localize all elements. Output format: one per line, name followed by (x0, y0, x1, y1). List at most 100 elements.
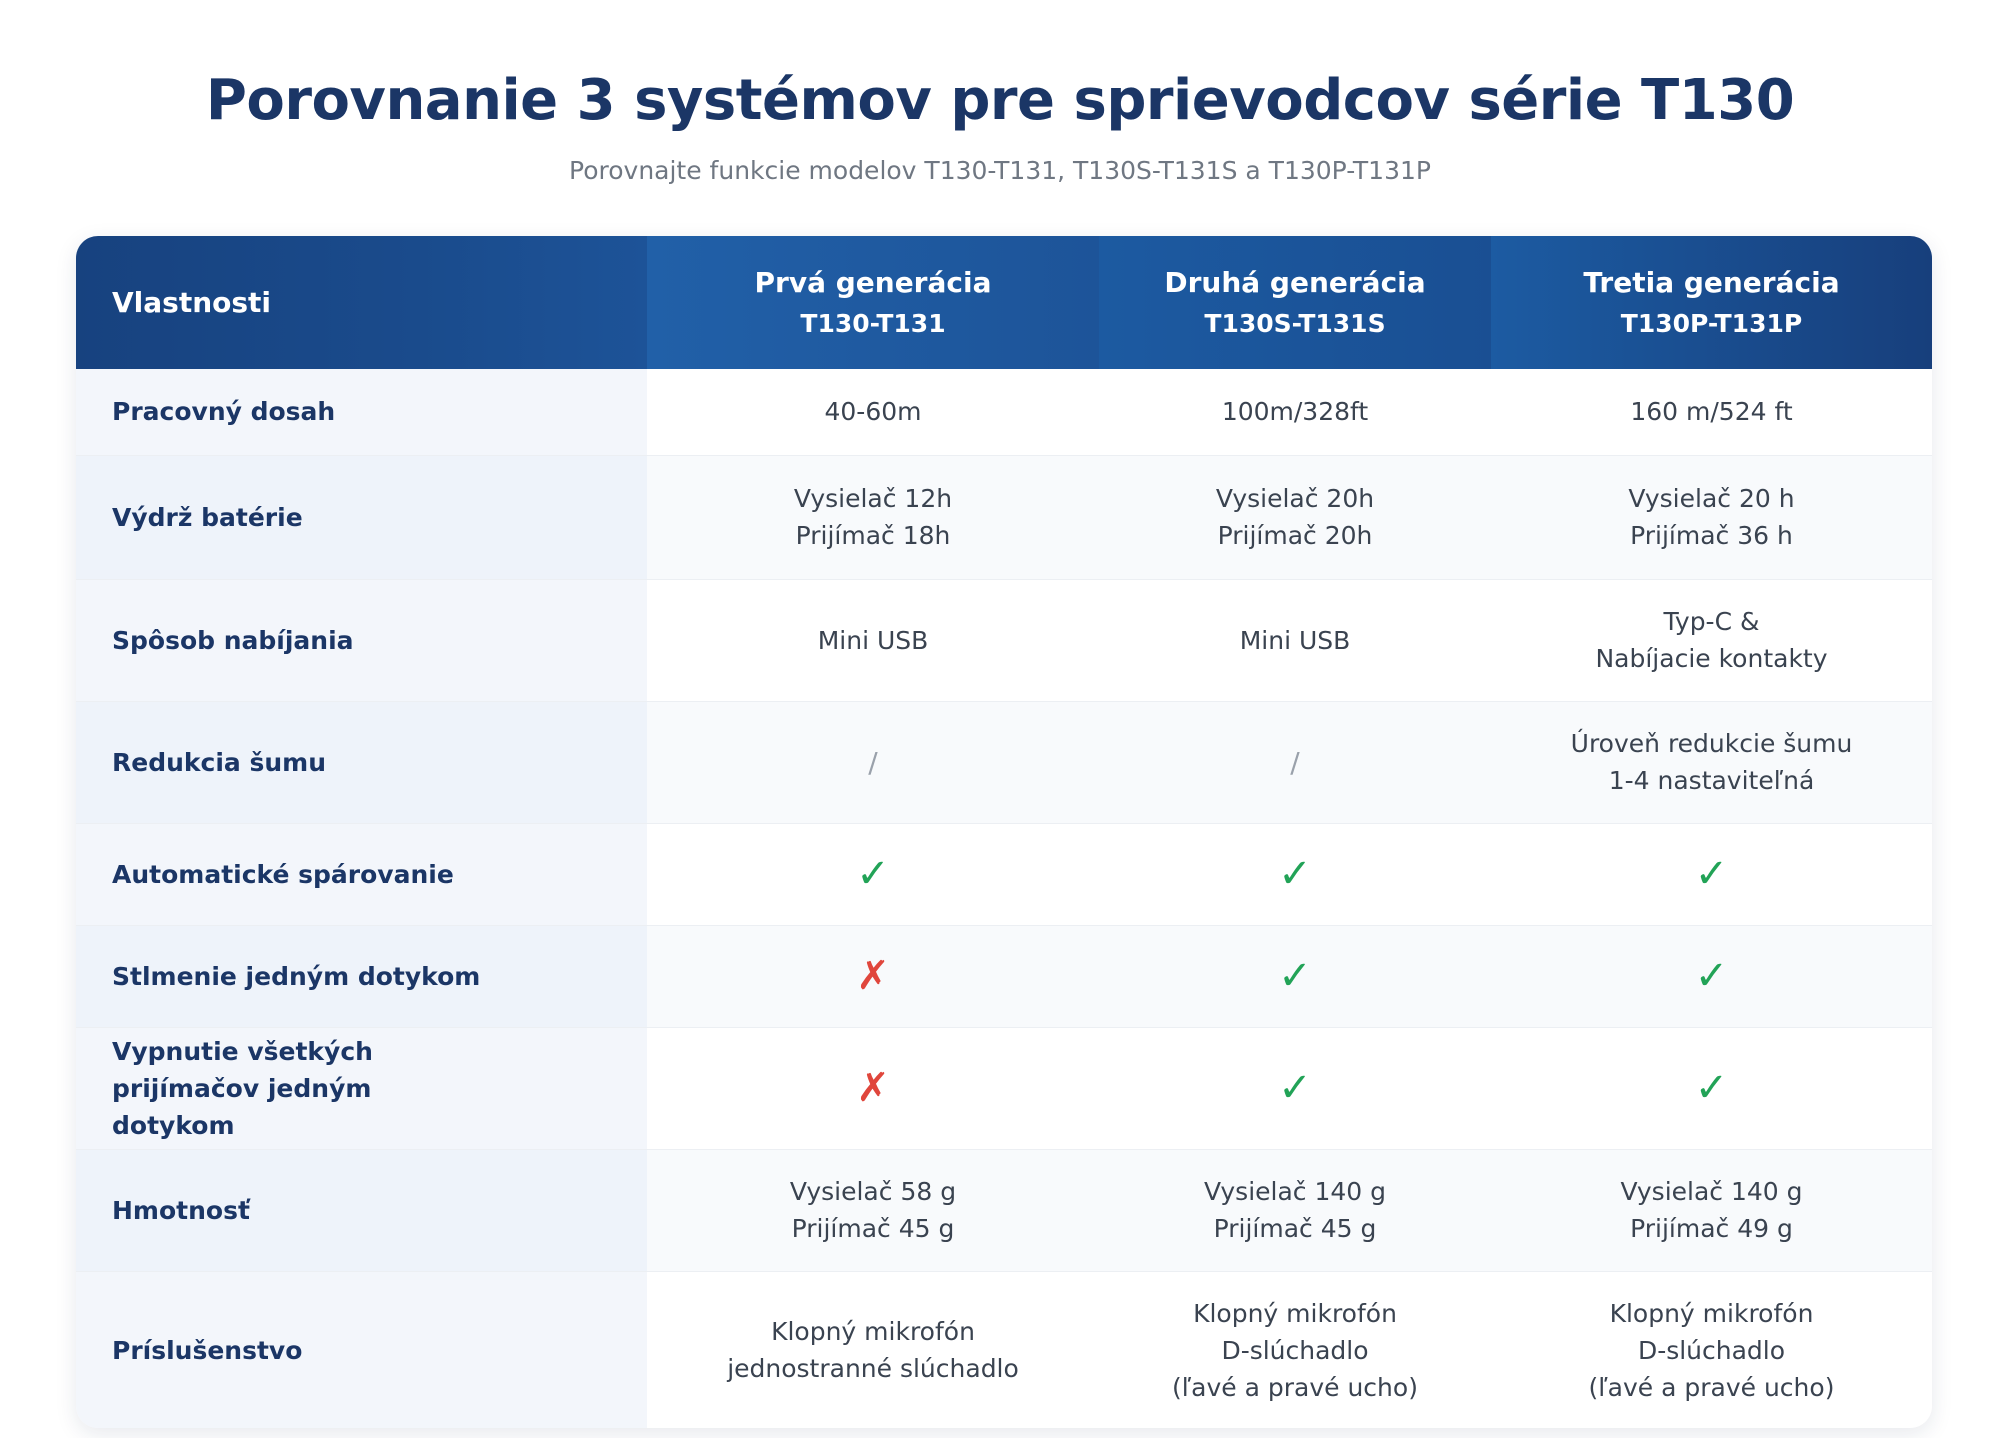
value-cell: 40-60m (647, 369, 1099, 456)
value-text: D-slúchadlo (1637, 1335, 1786, 1365)
header-feature-label: Vlastnosti (76, 236, 647, 369)
comparison-table-card: Vlastnosti Prvá generácia T130-T131 Druh… (76, 236, 1932, 1428)
value-cell: ✓ (1491, 925, 1932, 1028)
value-cell: ✓ (1099, 925, 1491, 1028)
value-text: Vysielač 20h (1215, 484, 1375, 513)
value-text: Vysielač 140 g (1620, 1177, 1803, 1206)
not-available-mark: / (1290, 745, 1300, 779)
value-text: Mini USB (1239, 625, 1351, 655)
value-cell: Vysielač 58 g Prijímač 45 g (647, 1149, 1099, 1272)
check-icon: ✓ (1278, 851, 1312, 897)
value-text: Nabíjacie kontakty (1595, 644, 1828, 673)
header-gen-1: Prvá generácia T130-T131 (647, 236, 1099, 369)
table-row: Redukcia šumu / / Úroveň redukcie šumu 1-4 n… (76, 701, 1932, 824)
table-row: Príslušenstvo Klopný mikrofón jednostranné… (76, 1271, 1932, 1428)
value-cell: Vysielač 20h Prijímač 20h (1099, 455, 1491, 580)
value-cell: ✓ (1491, 1027, 1932, 1150)
value-text: Klopný mikrofón (1609, 1298, 1814, 1328)
value-text: Vysielač 12h (793, 484, 953, 513)
check-icon: ✓ (856, 851, 890, 897)
table-row: Spôsob nabíjania Mini USB Mini USB Typ-C & N… (76, 579, 1932, 702)
value-cell: Klopný mikrofón D-slúchadlo (ľavé a pravé … (1491, 1271, 1932, 1428)
feature-label: Vypnutie všetkých prijímačov jedným doty… (76, 1027, 647, 1150)
value-cell: Mini USB (647, 579, 1099, 702)
feature-label: Príslušenstvo (76, 1271, 647, 1428)
feature-label: Výdrž batérie (76, 455, 647, 580)
cross-icon: ✗ (856, 1065, 890, 1111)
feature-label: Hmotnosť (76, 1149, 647, 1272)
value-cell: Vysielač 20 h Prijímač 36 h (1491, 455, 1932, 580)
table-row: Pracovný dosah 40-60m 100m/328ft 160 m/524 … (76, 369, 1932, 456)
value-text: Klopný mikrofón (1193, 1298, 1397, 1328)
table-body: Pracovný dosah 40-60m 100m/328ft 160 m/524 … (76, 369, 1932, 1428)
comparison-table: Vlastnosti Prvá generácia T130-T131 Druh… (76, 236, 1932, 1428)
header-generation-label: Tretia generácia (1583, 265, 1840, 299)
value-text: 40-60m (824, 397, 922, 427)
header-generation-label: Prvá generácia (754, 265, 992, 299)
table-row: Vypnutie všetkých prijímačov jedným doty… (76, 1027, 1932, 1150)
feature-label: Redukcia šumu (76, 701, 647, 824)
value-cell: Vysielač 12h Prijímač 18h (647, 455, 1099, 580)
feature-label: Automatické spárovanie (76, 823, 647, 926)
value-cell: Vysielač 140 g Prijímač 45 g (1099, 1149, 1491, 1272)
value-text: 160 m/524 ft (1630, 397, 1793, 427)
table-row: Výdrž batérie Vysielač 12h Prijímač 18h Vys… (76, 455, 1932, 580)
value-text: Prijímač 36 h (1630, 521, 1793, 550)
header-gen-3: Tretia generácia T130P-T131P (1491, 236, 1932, 369)
table-row: Stlmenie jedným dotykom ✗ ✓ ✓ (76, 925, 1932, 1028)
value-text: Prijímač 18h (795, 521, 951, 550)
value-cell: 160 m/524 ft (1491, 369, 1932, 456)
table-row: Hmotnosť Vysielač 58 g Prijímač 45 g Vysiel… (76, 1149, 1932, 1272)
value-text: Mini USB (817, 625, 929, 655)
value-cell: ✗ (647, 925, 1099, 1028)
check-icon: ✓ (1278, 953, 1312, 999)
page-title: Porovnanie 3 systémov pre sprievodcov sé… (205, 68, 1795, 133)
table-row: Automatické spárovanie ✓ ✓ ✓ (76, 823, 1932, 926)
check-icon: ✓ (1694, 1065, 1729, 1111)
value-cell: ✗ (647, 1027, 1099, 1150)
value-text: 1-4 nastaviteľná (1608, 766, 1815, 795)
feature-label: Stlmenie jedným dotykom (76, 925, 647, 1028)
value-cell: ✓ (1099, 1027, 1491, 1150)
value-text: D-slúchadlo (1221, 1335, 1369, 1365)
header-model-label: T130S-T131S (1204, 308, 1386, 338)
value-cell: 100m/328ft (1099, 369, 1491, 456)
table-header-row: Vlastnosti Prvá generácia T130-T131 Druh… (76, 236, 1932, 369)
not-available-mark: / (868, 745, 878, 779)
feature-label: Pracovný dosah (76, 369, 647, 456)
value-cell: Mini USB (1099, 579, 1491, 702)
value-text: Prijímač 20h (1217, 521, 1373, 550)
value-text: Klopný mikrofón (771, 1317, 975, 1346)
value-cell: ✓ (1491, 823, 1932, 926)
value-text: Prijímač 45 g (1213, 1214, 1377, 1243)
value-cell: Klopný mikrofón jednostranné slúchadlo (647, 1271, 1099, 1428)
page-subtitle: Porovnajte funkcie modelov T130-T131, T1… (569, 156, 1431, 185)
header-model-label: T130P-T131P (1620, 308, 1803, 338)
check-icon: ✓ (1278, 1065, 1312, 1111)
check-icon: ✓ (1694, 851, 1729, 897)
header-generation-label: Druhá generácia (1164, 265, 1426, 299)
value-cell: / (647, 701, 1099, 824)
value-cell: Vysielač 140 g Prijímač 49 g (1491, 1149, 1932, 1272)
value-cell: Úroveň redukcie šumu 1-4 nastaviteľná (1491, 701, 1932, 824)
cross-icon: ✗ (856, 953, 890, 999)
value-text: Vysielač 58 g (789, 1177, 957, 1206)
value-text: Typ-C & (1663, 607, 1760, 636)
value-text: Vysielač 140 g (1203, 1177, 1387, 1206)
value-cell: / (1099, 701, 1491, 824)
value-cell: Typ-C & Nabíjacie kontakty (1491, 579, 1932, 702)
value-text: Prijímač 49 g (1630, 1214, 1793, 1243)
header-model-label: T130-T131 (800, 308, 946, 338)
value-text: Prijímač 45 g (791, 1214, 955, 1243)
value-text: Vysielač 20 h (1628, 484, 1795, 513)
header-gen-2: Druhá generácia T130S-T131S (1099, 236, 1491, 369)
value-text: Úroveň redukcie šumu (1570, 729, 1853, 758)
check-icon: ✓ (1694, 953, 1729, 999)
value-text: (ľavé a pravé ucho) (1172, 1372, 1418, 1402)
value-text: jednostranné slúchadlo (727, 1354, 1019, 1383)
value-text: 100m/328ft (1221, 397, 1369, 427)
feature-label: Spôsob nabíjania (76, 579, 647, 702)
value-cell: ✓ (647, 823, 1099, 926)
value-text: (ľavé a pravé ucho) (1588, 1372, 1835, 1402)
value-cell: Klopný mikrofón D-slúchadlo (ľavé a pravé … (1099, 1271, 1491, 1428)
